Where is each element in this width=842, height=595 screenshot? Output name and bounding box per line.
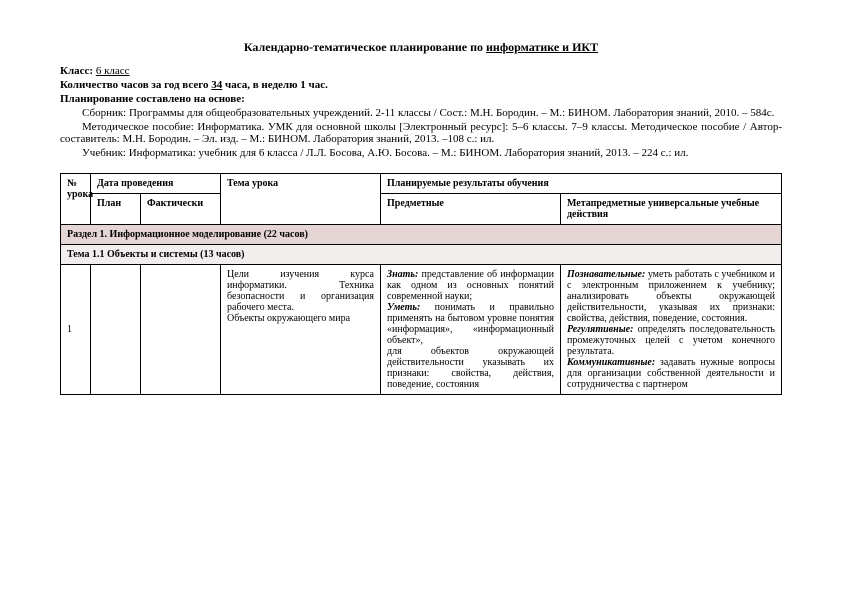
- subsection-row: Тема 1.1 Объекты и системы (13 часов): [61, 245, 782, 265]
- hours-value: 34: [211, 79, 222, 91]
- title-subject: информатике и ИКТ: [486, 40, 598, 54]
- basis-label: Планирование составлено на основе:: [60, 93, 245, 105]
- subsection-title: Тема 1.1 Объекты и системы (13 часов): [61, 245, 782, 265]
- hours-post: часа, в неделю 1 час.: [222, 79, 328, 91]
- header-subj: Предметные: [381, 194, 561, 225]
- class-value: 6 класс: [96, 65, 130, 77]
- cell-num: 1: [61, 265, 91, 395]
- cog-label: Познавательные:: [567, 269, 645, 280]
- header-fact: Фактически: [141, 194, 221, 225]
- header-plan: План: [91, 194, 141, 225]
- class-line: Класс: 6 класс: [60, 65, 782, 77]
- hours-line: Количество часов за год всего 34 часа, в…: [60, 79, 782, 91]
- cell-fact: [141, 265, 221, 395]
- header-meta: Метапредметные универсальные учебные дей…: [561, 194, 782, 225]
- can-label: Уметь:: [387, 302, 420, 313]
- table-header-row-2: План Фактически Предметные Метапредметны…: [61, 194, 782, 225]
- source-para-3: Учебник: Информатика: учебник для 6 клас…: [60, 147, 782, 159]
- basis-line: Планирование составлено на основе:: [60, 93, 782, 105]
- cell-subj: Знать: представление об информации как о…: [381, 265, 561, 395]
- cell-meta: Познавательные: уметь работать с учебник…: [561, 265, 782, 395]
- cell-plan: [91, 265, 141, 395]
- source-para-1: Сборник: Программы для общеобразовательн…: [60, 107, 782, 119]
- plan-table: № урока Дата проведения Тема урока Плани…: [60, 173, 782, 395]
- section-row: Раздел 1. Информационное моделирование (…: [61, 225, 782, 245]
- cell-topic: Цели изучения курса информатики. Техника…: [221, 265, 381, 395]
- table-row: 1 Цели изучения курса информатики. Техни…: [61, 265, 782, 395]
- header-results: Планируемые результаты обучения: [381, 174, 782, 194]
- header-topic: Тема урока: [221, 174, 381, 225]
- hours-pre: Количество часов за год всего: [60, 79, 211, 91]
- document-title: Календарно-тематическое планирование по …: [60, 40, 782, 55]
- section-title: Раздел 1. Информационное моделирование (…: [61, 225, 782, 245]
- can-text: понимать и правильно применять на бытово…: [387, 302, 554, 390]
- header-date: Дата проведения: [91, 174, 221, 194]
- class-label: Класс:: [60, 65, 93, 77]
- source-para-2: Методическое пособие: Информатика. УМК д…: [60, 121, 782, 145]
- table-header-row-1: № урока Дата проведения Тема урока Плани…: [61, 174, 782, 194]
- title-prefix: Календарно-тематическое планирование по: [244, 40, 486, 54]
- reg-label: Регулятивные:: [567, 324, 633, 335]
- com-label: Коммуникативные:: [567, 357, 655, 368]
- header-num: № урока: [61, 174, 91, 225]
- know-label: Знать:: [387, 269, 418, 280]
